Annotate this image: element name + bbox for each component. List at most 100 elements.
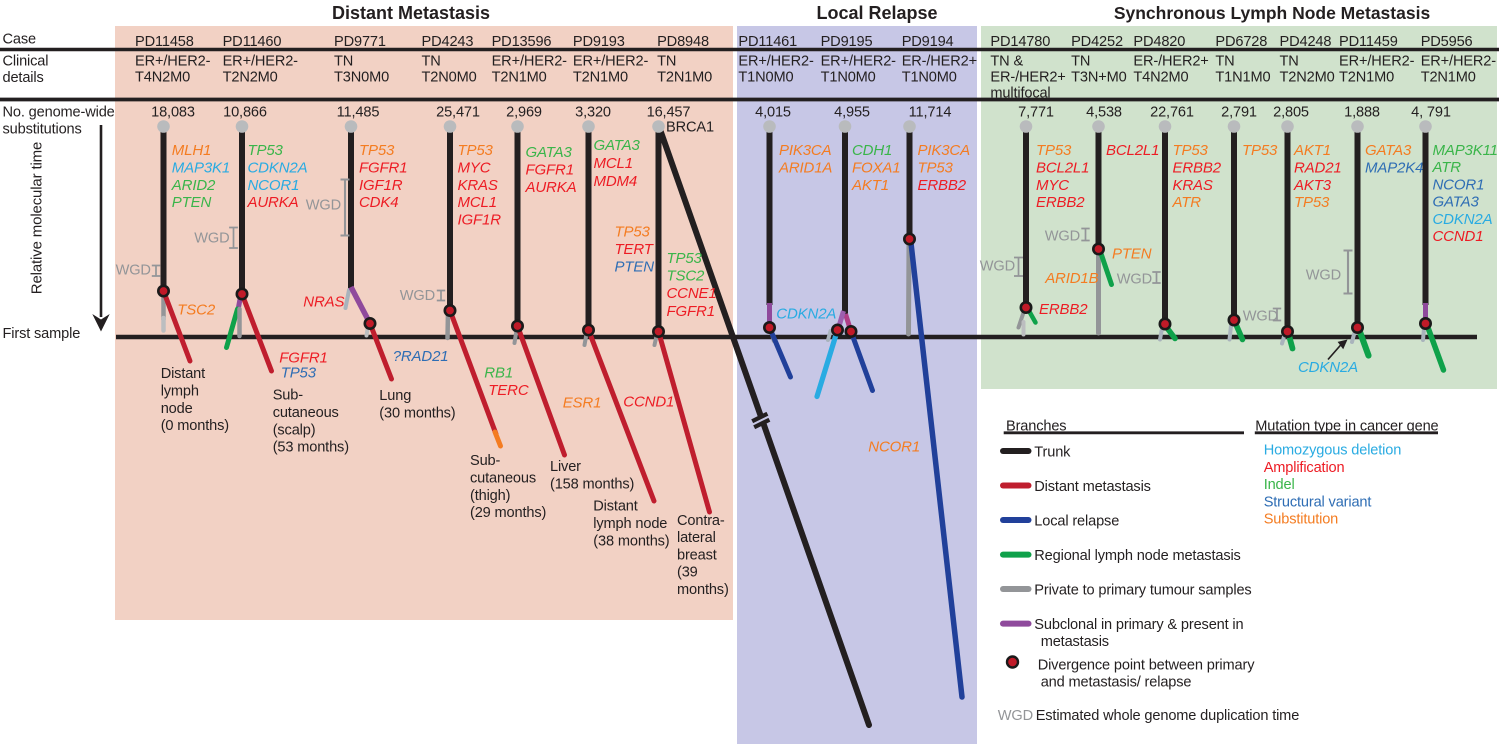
svg-text:ER+/HER2-: ER+/HER2- xyxy=(573,54,649,70)
svg-text:PD4252: PD4252 xyxy=(1071,34,1123,50)
svg-text:IGF1R: IGF1R xyxy=(458,212,502,229)
svg-text:Indel: Indel xyxy=(1264,477,1295,493)
svg-text:IGF1R: IGF1R xyxy=(359,177,403,194)
svg-text:CDKN2A: CDKN2A xyxy=(1433,211,1493,228)
svg-text:FOXA1: FOXA1 xyxy=(852,159,900,176)
svg-text:(0 months): (0 months) xyxy=(161,418,229,434)
svg-text:Distant: Distant xyxy=(593,499,637,515)
svg-text:Trunk: Trunk xyxy=(1034,444,1071,460)
svg-text:(thigh): (thigh) xyxy=(470,488,510,504)
svg-text:PD9195: PD9195 xyxy=(821,34,873,50)
svg-text:PD11460: PD11460 xyxy=(223,34,282,50)
svg-text:PD4820: PD4820 xyxy=(1133,34,1185,50)
svg-text:T3N+M0: T3N+M0 xyxy=(1071,70,1126,86)
svg-text:AURKA: AURKA xyxy=(525,179,577,196)
svg-text:T4N2M0: T4N2M0 xyxy=(1133,70,1188,86)
svg-text:WGD: WGD xyxy=(1243,309,1278,325)
svg-text:FGFR1: FGFR1 xyxy=(526,161,574,178)
svg-text:22,761: 22,761 xyxy=(1150,105,1194,121)
svg-text:T3N0M0: T3N0M0 xyxy=(334,70,389,86)
svg-text:PTEN: PTEN xyxy=(615,259,655,276)
svg-text:T4N2M0: T4N2M0 xyxy=(135,70,190,86)
svg-text:CDK4: CDK4 xyxy=(359,194,398,211)
svg-text:PTEN: PTEN xyxy=(172,194,212,211)
svg-text:FGFR1: FGFR1 xyxy=(279,349,327,366)
svg-text:T1N1M0: T1N1M0 xyxy=(1215,70,1270,86)
svg-text:First sample: First sample xyxy=(3,326,81,342)
svg-text:WGD: WGD xyxy=(980,259,1015,275)
svg-text:lymph: lymph xyxy=(161,383,199,399)
svg-text:TN: TN xyxy=(1280,54,1299,70)
svg-text:BCL2L1: BCL2L1 xyxy=(1106,142,1159,159)
svg-text:TP53: TP53 xyxy=(1036,142,1072,159)
svg-text:FGFR1: FGFR1 xyxy=(667,303,715,320)
svg-text:ER+/HER2-: ER+/HER2- xyxy=(492,54,568,70)
svg-text:T2N2M0: T2N2M0 xyxy=(223,70,278,86)
svg-text:4,955: 4,955 xyxy=(834,105,870,121)
svg-text:Estimated whole genome duplica: Estimated whole genome duplication time xyxy=(1036,708,1300,724)
svg-text:2,805: 2,805 xyxy=(1273,105,1309,121)
svg-text:(30 months): (30 months) xyxy=(379,405,455,421)
svg-text:Mutation type in cancer gene: Mutation type in cancer gene xyxy=(1255,419,1438,435)
svg-text:KRAS: KRAS xyxy=(458,177,498,194)
svg-text:Amplification: Amplification xyxy=(1264,460,1345,476)
svg-text:CDKN2A: CDKN2A xyxy=(248,159,308,176)
svg-text:TSC2: TSC2 xyxy=(667,268,706,285)
svg-text:TN: TN xyxy=(422,54,441,70)
svg-text:months): months) xyxy=(677,582,729,598)
svg-text:Local relapse: Local relapse xyxy=(1034,513,1119,529)
svg-text:MAP2K4: MAP2K4 xyxy=(1365,159,1423,176)
svg-text:TP53: TP53 xyxy=(359,142,395,159)
svg-text:GATA3: GATA3 xyxy=(594,137,641,154)
svg-text:details: details xyxy=(3,70,44,86)
svg-text:GATA3: GATA3 xyxy=(1365,142,1412,159)
svg-text:No. genome-wide: No. genome-wide xyxy=(3,105,115,121)
svg-text:lateral: lateral xyxy=(677,530,716,546)
svg-text:Contra-: Contra- xyxy=(677,513,725,529)
svg-text:ER-/HER2+: ER-/HER2+ xyxy=(1133,54,1208,70)
svg-text:ARID2: ARID2 xyxy=(171,177,216,194)
svg-text:Clinical: Clinical xyxy=(3,54,49,70)
svg-text:ERBB2: ERBB2 xyxy=(918,177,967,194)
svg-text:ER+/HER2-: ER+/HER2- xyxy=(1421,54,1497,70)
svg-text:CDH1: CDH1 xyxy=(852,142,892,159)
svg-text:Distant metastasis: Distant metastasis xyxy=(1034,479,1151,495)
svg-text:Liver: Liver xyxy=(550,459,581,475)
svg-text:ER-/HER2+: ER-/HER2+ xyxy=(990,70,1065,86)
svg-text:ARID1A: ARID1A xyxy=(778,159,832,176)
svg-text:PD8948: PD8948 xyxy=(657,34,709,50)
svg-text:metastasis: metastasis xyxy=(1041,634,1109,650)
svg-text:T2N1M0: T2N1M0 xyxy=(1339,70,1394,86)
svg-text:ESR1: ESR1 xyxy=(563,395,602,412)
svg-text:(39: (39 xyxy=(677,565,698,581)
svg-text:NCOR1: NCOR1 xyxy=(248,177,300,194)
svg-text:4, 791: 4, 791 xyxy=(1411,105,1451,121)
svg-text:4,015: 4,015 xyxy=(755,105,791,121)
svg-text:TP53: TP53 xyxy=(918,159,954,176)
svg-text:NCOR1: NCOR1 xyxy=(1433,176,1485,193)
svg-text:Substitution: Substitution xyxy=(1264,512,1338,528)
svg-text:PD5956: PD5956 xyxy=(1421,34,1473,50)
svg-text:PD11458: PD11458 xyxy=(135,34,194,50)
svg-text:RAD21: RAD21 xyxy=(1294,159,1342,176)
svg-text:ER+/HER2-: ER+/HER2- xyxy=(1339,54,1415,70)
svg-text:T2N2M0: T2N2M0 xyxy=(1280,70,1335,86)
svg-text:(38 months): (38 months) xyxy=(593,533,669,549)
svg-text:T2N1M0: T2N1M0 xyxy=(1421,70,1476,86)
svg-text:PD9771: PD9771 xyxy=(334,34,386,50)
svg-text:Distant Metastasis: Distant Metastasis xyxy=(332,3,490,23)
svg-text:and metastasis/ relapse: and metastasis/ relapse xyxy=(1041,675,1192,691)
svg-text:Sub-: Sub- xyxy=(273,388,304,404)
svg-text:Lung: Lung xyxy=(379,388,411,404)
svg-text:WGD: WGD xyxy=(306,197,341,213)
svg-text:CCND1: CCND1 xyxy=(623,394,674,411)
svg-text:CCND1: CCND1 xyxy=(1433,228,1484,245)
svg-text:TP53: TP53 xyxy=(458,142,494,159)
svg-text:Branches: Branches xyxy=(1006,419,1066,435)
svg-text:3,320: 3,320 xyxy=(575,105,611,121)
svg-text:Synchronous Lymph Node Metasta: Synchronous Lymph Node Metastasis xyxy=(1114,3,1431,23)
svg-text:2,969: 2,969 xyxy=(506,105,542,121)
svg-text:?RAD21: ?RAD21 xyxy=(393,348,449,365)
svg-text:ATR: ATR xyxy=(1172,194,1202,211)
svg-text:ER+/HER2-: ER+/HER2- xyxy=(135,54,211,70)
